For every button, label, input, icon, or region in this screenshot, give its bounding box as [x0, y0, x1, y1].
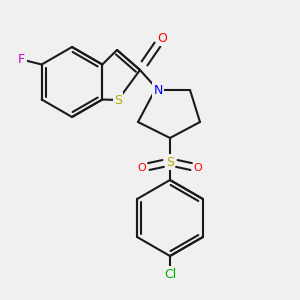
Text: O: O [157, 32, 167, 44]
Text: F: F [18, 53, 25, 66]
Text: Cl: Cl [164, 268, 176, 281]
Text: O: O [138, 163, 146, 173]
Text: S: S [114, 94, 122, 106]
Text: S: S [166, 155, 174, 169]
Text: N: N [153, 83, 163, 97]
Text: O: O [194, 163, 202, 173]
